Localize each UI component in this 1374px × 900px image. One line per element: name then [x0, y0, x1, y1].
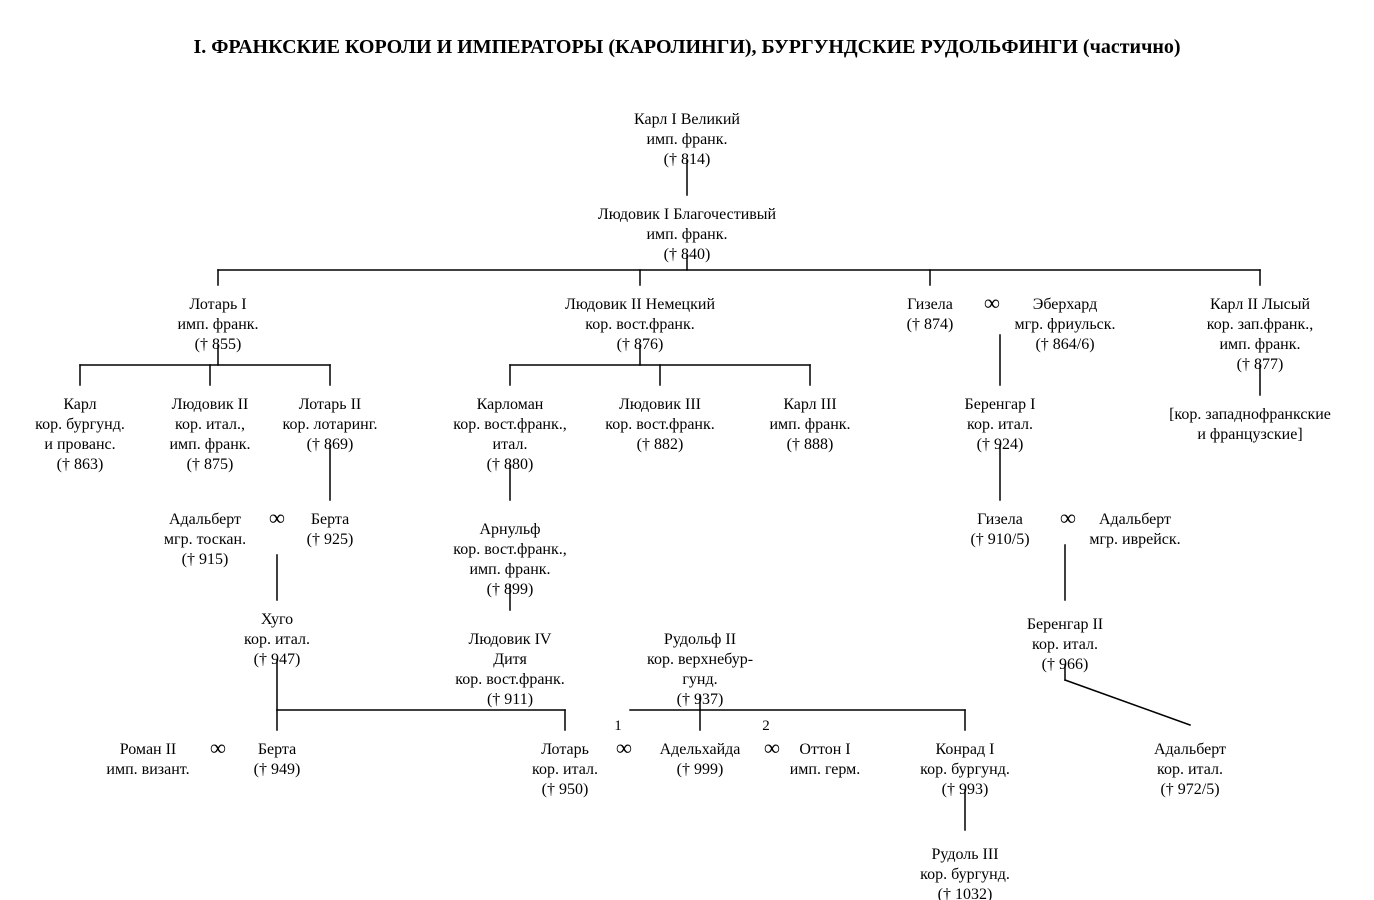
person-charles2: Карл II Лысый кор. зап.франк., имп. фран… [1207, 295, 1314, 375]
person-gisela: Гизела († 874) [907, 295, 954, 335]
person-charlemagne: Карл I Великий имп. франк. († 814) [634, 110, 740, 170]
person-otto1: Оттон I имп. герм. [790, 740, 861, 780]
person-berengar2: Беренгар II кор. итал. († 966) [1027, 615, 1103, 675]
person-bertha1: Берта († 925) [307, 510, 354, 550]
marriage-symbol: ∞ [764, 735, 780, 761]
person-carloman: Карломан кор. вост.франк., итал. († 880) [453, 395, 567, 475]
person-berengar1: Беренгар I кор. итал. († 924) [965, 395, 1036, 455]
person-rudolf2: Рудольф II кор. верхнебур- гунд. († 937) [647, 630, 753, 710]
person-gisela2: Гизела († 910/5) [970, 510, 1029, 550]
marriage-symbol: ∞ [1060, 505, 1076, 531]
person-louis1: Людовик I Благочестивый имп. франк. († 8… [598, 205, 776, 265]
person-adelheid: Адельхайда († 999) [660, 740, 741, 780]
marriage-symbol: ∞ [984, 290, 1000, 316]
person-bertha2: Берта († 949) [254, 740, 301, 780]
person-adalbert_ivr: Адальберт мгр. иврейск. [1089, 510, 1180, 550]
person-roman2: Роман II имп. визант. [106, 740, 189, 780]
person-eberhard: Эберхард мгр. фриульск. († 864/6) [1014, 295, 1115, 355]
person-adalbert_it: Адальберт кор. итал. († 972/5) [1154, 740, 1226, 800]
person-lothar2: Лотарь II кор. лотаринг. († 869) [283, 395, 378, 455]
person-lothar_it: Лотарь кор. итал. († 950) [532, 740, 598, 800]
marriage-number: 2 [762, 718, 770, 735]
marriage-number: 1 [614, 718, 622, 735]
person-karl_prov: Карл кор. бургунд. и прованс. († 863) [35, 395, 125, 475]
person-adalbert_tusc: Адальберт мгр. тоскан. († 915) [164, 510, 246, 570]
person-louis4child: Людовик IV Дитя кор. вост.франк. († 911) [455, 630, 565, 710]
marriage-symbol: ∞ [616, 735, 632, 761]
person-louis3: Людовик III кор. вост.франк. († 882) [605, 395, 715, 455]
person-louis2ger: Людовик II Немецкий кор. вост.франк. († … [565, 295, 715, 355]
marriage-symbol: ∞ [210, 735, 226, 761]
marriage-symbol: ∞ [269, 505, 285, 531]
person-hugo: Хуго кор. итал. († 947) [244, 610, 310, 670]
person-lothar1: Лотарь I имп. франк. († 855) [177, 295, 258, 355]
person-louis2it: Людовик II кор. итал., имп. франк. († 87… [169, 395, 250, 475]
person-conrad1: Конрад I кор. бургунд. († 993) [920, 740, 1010, 800]
person-arnulf: Арнульф кор. вост.франк., имп. франк. (†… [453, 520, 567, 600]
person-charles3: Карл III имп. франк. († 888) [769, 395, 850, 455]
person-wfranks: [кор. западнофранкские и французские] [1169, 405, 1331, 445]
person-rudolf3: Рудоль III кор. бургунд. († 1032) [920, 845, 1010, 900]
